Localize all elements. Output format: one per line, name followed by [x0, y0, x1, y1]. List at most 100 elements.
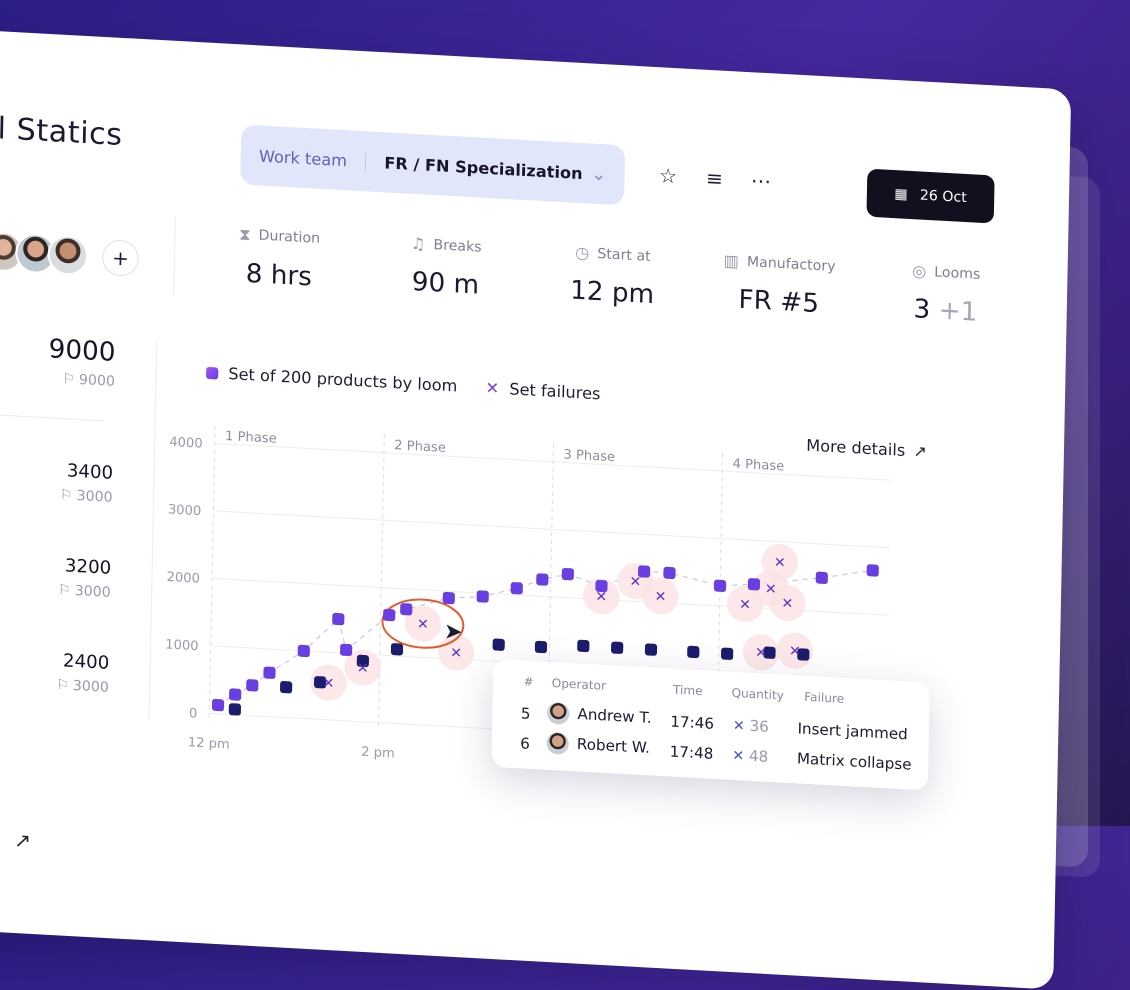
failure-halo [761, 543, 798, 581]
failure-marker: ✕ [765, 581, 777, 598]
tooltip-row-time: 17:48 [669, 742, 714, 763]
product-set-marker [866, 564, 879, 577]
stat-manufactory: ▥ Manufactory FR #5 [723, 250, 836, 320]
bottom-actions: ⛓ ↗ [0, 825, 31, 853]
product-set-marker [561, 567, 574, 581]
phase-divider [208, 425, 216, 719]
loom-set-marker [577, 639, 590, 653]
add-member-button[interactable]: + [101, 239, 139, 278]
gridline [213, 510, 891, 549]
loom-set-marker [534, 640, 548, 654]
stat-start-at: ◷ Start at 12 pm [569, 242, 655, 311]
work-team-select[interactable]: Work team FR / FN Specialization ⌄ [240, 124, 626, 206]
x-tick-label: 2 pm [361, 745, 395, 762]
date-picker-button[interactable]: ▦ 26 Oct [866, 168, 995, 224]
work-team-value: FR / FN Specialization [384, 152, 583, 183]
loom-set-marker [356, 654, 369, 668]
failure-marker: ✕ [357, 660, 369, 677]
tooltip-row-quantity: ✕ 36 [732, 716, 770, 736]
phase-label: 4 Phase [732, 457, 784, 475]
loom-set-marker [313, 676, 327, 689]
product-set-marker [263, 666, 276, 679]
chevron-down-icon: ⌄ [590, 163, 607, 185]
product-set-marker [332, 612, 345, 626]
tooltip-header-time: Time [672, 682, 703, 699]
legend-products-label: Set of 200 products by loom [228, 364, 458, 396]
dashboard-card: al Statics Work team FR / FN Specializat… [0, 28, 1072, 990]
failure-marker: ✕ [789, 643, 801, 660]
looms-icon: ◎ [911, 261, 927, 281]
selection-outline [381, 598, 465, 649]
chart-legend: Set of 200 products by loom ✕ Set failur… [205, 363, 601, 403]
product-set-marker [663, 566, 676, 580]
failure-marker: ✕ [781, 596, 793, 613]
product-set-marker [713, 579, 727, 592]
product-set-marker [476, 590, 489, 603]
kpi-loom-3: 2400 ⚐ 3000 [55, 650, 110, 696]
tooltip-row-num: 6 [520, 734, 531, 753]
phase-divider [377, 434, 385, 728]
clock-icon: ◷ [575, 242, 590, 263]
star-icon[interactable]: ☆ [658, 163, 678, 189]
failure-halo [583, 578, 620, 615]
legend-products-marker [205, 366, 219, 380]
stat-looms: ◎ Looms 3 +1 [911, 261, 981, 328]
failure-halo [642, 578, 679, 615]
product-set-marker [442, 591, 455, 605]
product-set-marker [229, 688, 242, 701]
phase-label: 3 Phase [563, 447, 615, 465]
phase-divider [716, 453, 724, 747]
scatter-chart: 0 1000 2000 3000 4000 1 Phase 2 Phase 3 Phase 4 … [165, 425, 902, 789]
loom-set-marker [492, 638, 505, 651]
y-tick-label: 2000 [166, 570, 200, 587]
product-set-marker [510, 582, 523, 595]
loom-set-marker [644, 643, 658, 656]
divider [173, 215, 176, 297]
loom-set-marker [611, 641, 624, 654]
phase-divider [547, 443, 555, 737]
calendar-icon: ▦ [894, 186, 908, 203]
more-options-icon[interactable]: ⋯ [750, 168, 772, 194]
factory-icon: ▥ [723, 250, 740, 271]
divider [0, 411, 105, 422]
tooltip-row-operator: Robert W. [546, 731, 650, 760]
hourglass-icon: ⧗ [238, 224, 251, 245]
failure-halo [742, 634, 780, 671]
tooltip-row-failure: Insert jammed [797, 719, 908, 744]
kpi-loom-1: 3400 ⚐ 3000 [59, 460, 114, 506]
share-icon[interactable]: ↗ [13, 827, 32, 853]
failure-marker: ✕ [417, 616, 429, 633]
bell-icon: ♫ [410, 233, 426, 254]
failure-marker: ✕ [654, 589, 666, 606]
failure-marker: ✕ [739, 597, 751, 614]
x-tick-label: 12 pm [188, 735, 230, 752]
failure-marker: ✕ [450, 645, 462, 662]
divider [148, 340, 158, 721]
product-set-marker [211, 698, 225, 712]
flag-icon: ⚐ [55, 677, 69, 694]
tooltip-row-quantity: ✕ 48 [732, 746, 769, 766]
avatar[interactable] [47, 234, 89, 277]
loom-set-marker [390, 643, 404, 656]
failure-marker: ✕ [755, 645, 767, 662]
y-tick-label: 0 [189, 706, 198, 721]
filter-sliders-icon[interactable]: ≡ [705, 165, 724, 191]
kpi-loom-2: 3200 ⚐ 3000 [57, 555, 112, 601]
date-label: 26 Oct [919, 187, 967, 207]
failure-marker: ✕ [322, 675, 334, 692]
failure-halo [310, 664, 347, 701]
flag-icon: ⚐ [57, 582, 71, 599]
team-avatars: + [0, 230, 139, 279]
legend-failure-marker: ✕ [485, 378, 500, 398]
failure-marker: ✕ [774, 555, 786, 572]
product-set-marker [383, 608, 396, 622]
failure-halo [769, 584, 806, 621]
failure-halo [404, 605, 442, 642]
product-set-marker [815, 571, 828, 584]
tooltip-row-time: 17:46 [670, 712, 715, 733]
loom-set-marker [721, 647, 734, 660]
tooltip-header-num: # [523, 674, 534, 690]
flag-icon: ⚐ [62, 371, 76, 388]
y-tick-label: 4000 [169, 435, 203, 452]
flag-icon: ⚐ [59, 487, 73, 504]
